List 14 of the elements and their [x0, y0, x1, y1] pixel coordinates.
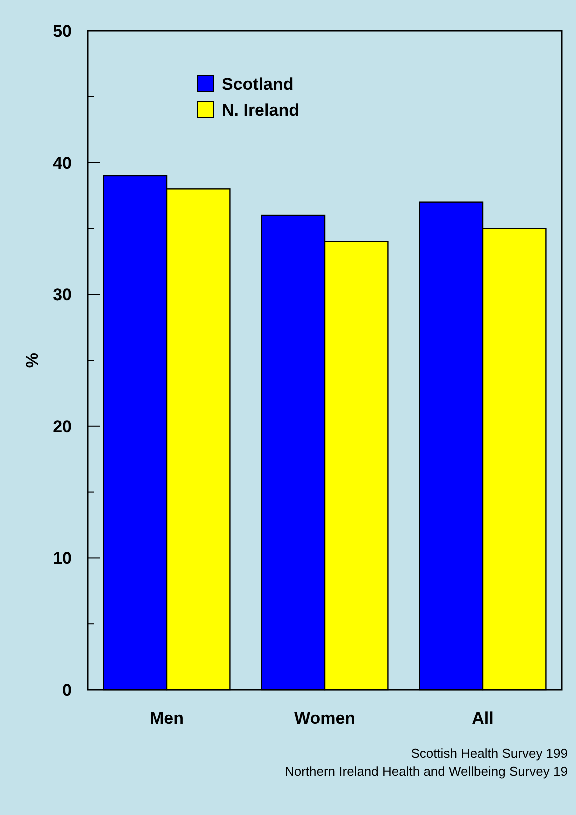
legend-label: N. Ireland	[222, 101, 300, 120]
y-tick-label: 50	[53, 22, 72, 41]
text: Northern Ireland Health and Wellbeing Survey 19	[284, 764, 568, 779]
x-tick-label: Men	[150, 709, 184, 728]
y-tick-label: 40	[53, 154, 72, 173]
y-axis-title: %	[23, 352, 42, 368]
y-tick-label: 30	[53, 286, 72, 305]
text: Scottish Health Survey 199	[411, 746, 568, 761]
x-tick-label: Women	[294, 709, 356, 728]
y-tick-label: 0	[62, 681, 72, 700]
x-tick-label: All	[472, 709, 494, 728]
legend-label: Scotland	[222, 75, 294, 94]
y-tick-label: 10	[53, 549, 72, 568]
y-tick-label: 20	[53, 417, 72, 436]
